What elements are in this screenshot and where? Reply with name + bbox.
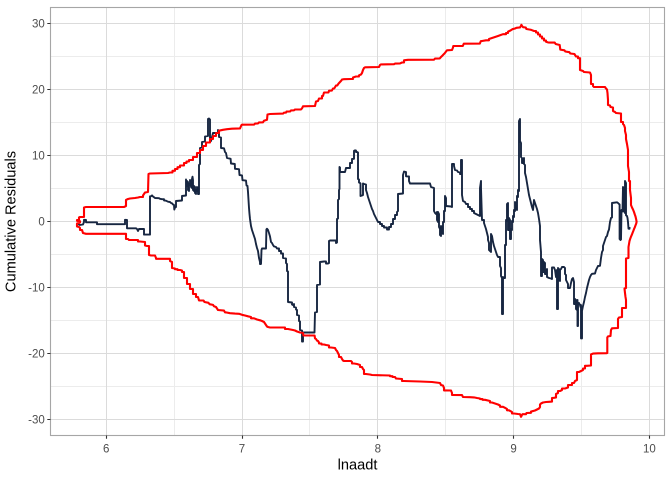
svg-text:30: 30 (32, 19, 45, 31)
svg-text:10: 10 (643, 444, 656, 456)
svg-text:8: 8 (375, 444, 381, 456)
svg-text:-30: -30 (28, 415, 45, 427)
svg-text:lnaadt: lnaadt (338, 458, 378, 474)
svg-text:6: 6 (103, 444, 109, 456)
svg-text:-20: -20 (28, 349, 45, 361)
svg-text:10: 10 (32, 151, 45, 163)
svg-text:9: 9 (510, 444, 516, 456)
svg-text:7: 7 (239, 444, 245, 456)
svg-text:Cumulative Residuals: Cumulative Residuals (4, 151, 20, 292)
svg-text:20: 20 (32, 85, 45, 97)
svg-text:-10: -10 (28, 283, 45, 295)
svg-text:0: 0 (38, 217, 44, 229)
